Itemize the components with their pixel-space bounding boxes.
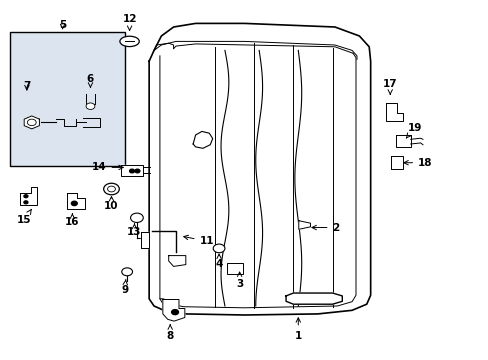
Circle shape [24,201,28,204]
Text: 8: 8 [166,325,173,341]
Polygon shape [149,23,370,315]
Text: 6: 6 [87,74,94,87]
Circle shape [129,169,134,173]
Polygon shape [298,221,310,229]
Text: 17: 17 [382,78,397,94]
Polygon shape [141,232,149,248]
Text: 4: 4 [215,254,223,269]
Circle shape [71,201,77,206]
Circle shape [24,195,28,198]
Circle shape [135,169,140,173]
Circle shape [103,183,119,195]
Polygon shape [24,116,40,129]
Circle shape [171,310,178,315]
Circle shape [213,244,224,253]
Polygon shape [168,256,185,266]
Circle shape [107,186,115,192]
Ellipse shape [120,36,139,46]
Text: 14: 14 [92,162,123,172]
Bar [10,32,124,166]
Polygon shape [386,103,403,121]
Polygon shape [121,165,143,176]
Circle shape [122,268,132,276]
Polygon shape [67,193,85,209]
Text: 7: 7 [23,81,31,91]
Text: 1: 1 [294,318,301,341]
Circle shape [27,119,36,126]
Text: 18: 18 [403,158,432,168]
Text: 13: 13 [127,224,142,237]
Text: 19: 19 [406,123,421,138]
Circle shape [130,213,143,222]
Text: 5: 5 [59,20,66,30]
Polygon shape [193,131,212,148]
Circle shape [86,103,95,109]
Text: 11: 11 [183,235,214,246]
Polygon shape [20,187,37,205]
Text: 12: 12 [122,14,137,30]
Text: 3: 3 [236,272,243,289]
Bar [227,263,243,274]
Polygon shape [163,300,184,321]
Polygon shape [285,293,342,304]
Polygon shape [390,156,403,169]
Text: 16: 16 [65,214,80,227]
Text: 10: 10 [104,197,119,211]
Text: 15: 15 [17,210,32,225]
Text: 2: 2 [311,222,339,233]
Text: 9: 9 [121,279,128,295]
Polygon shape [395,135,410,147]
